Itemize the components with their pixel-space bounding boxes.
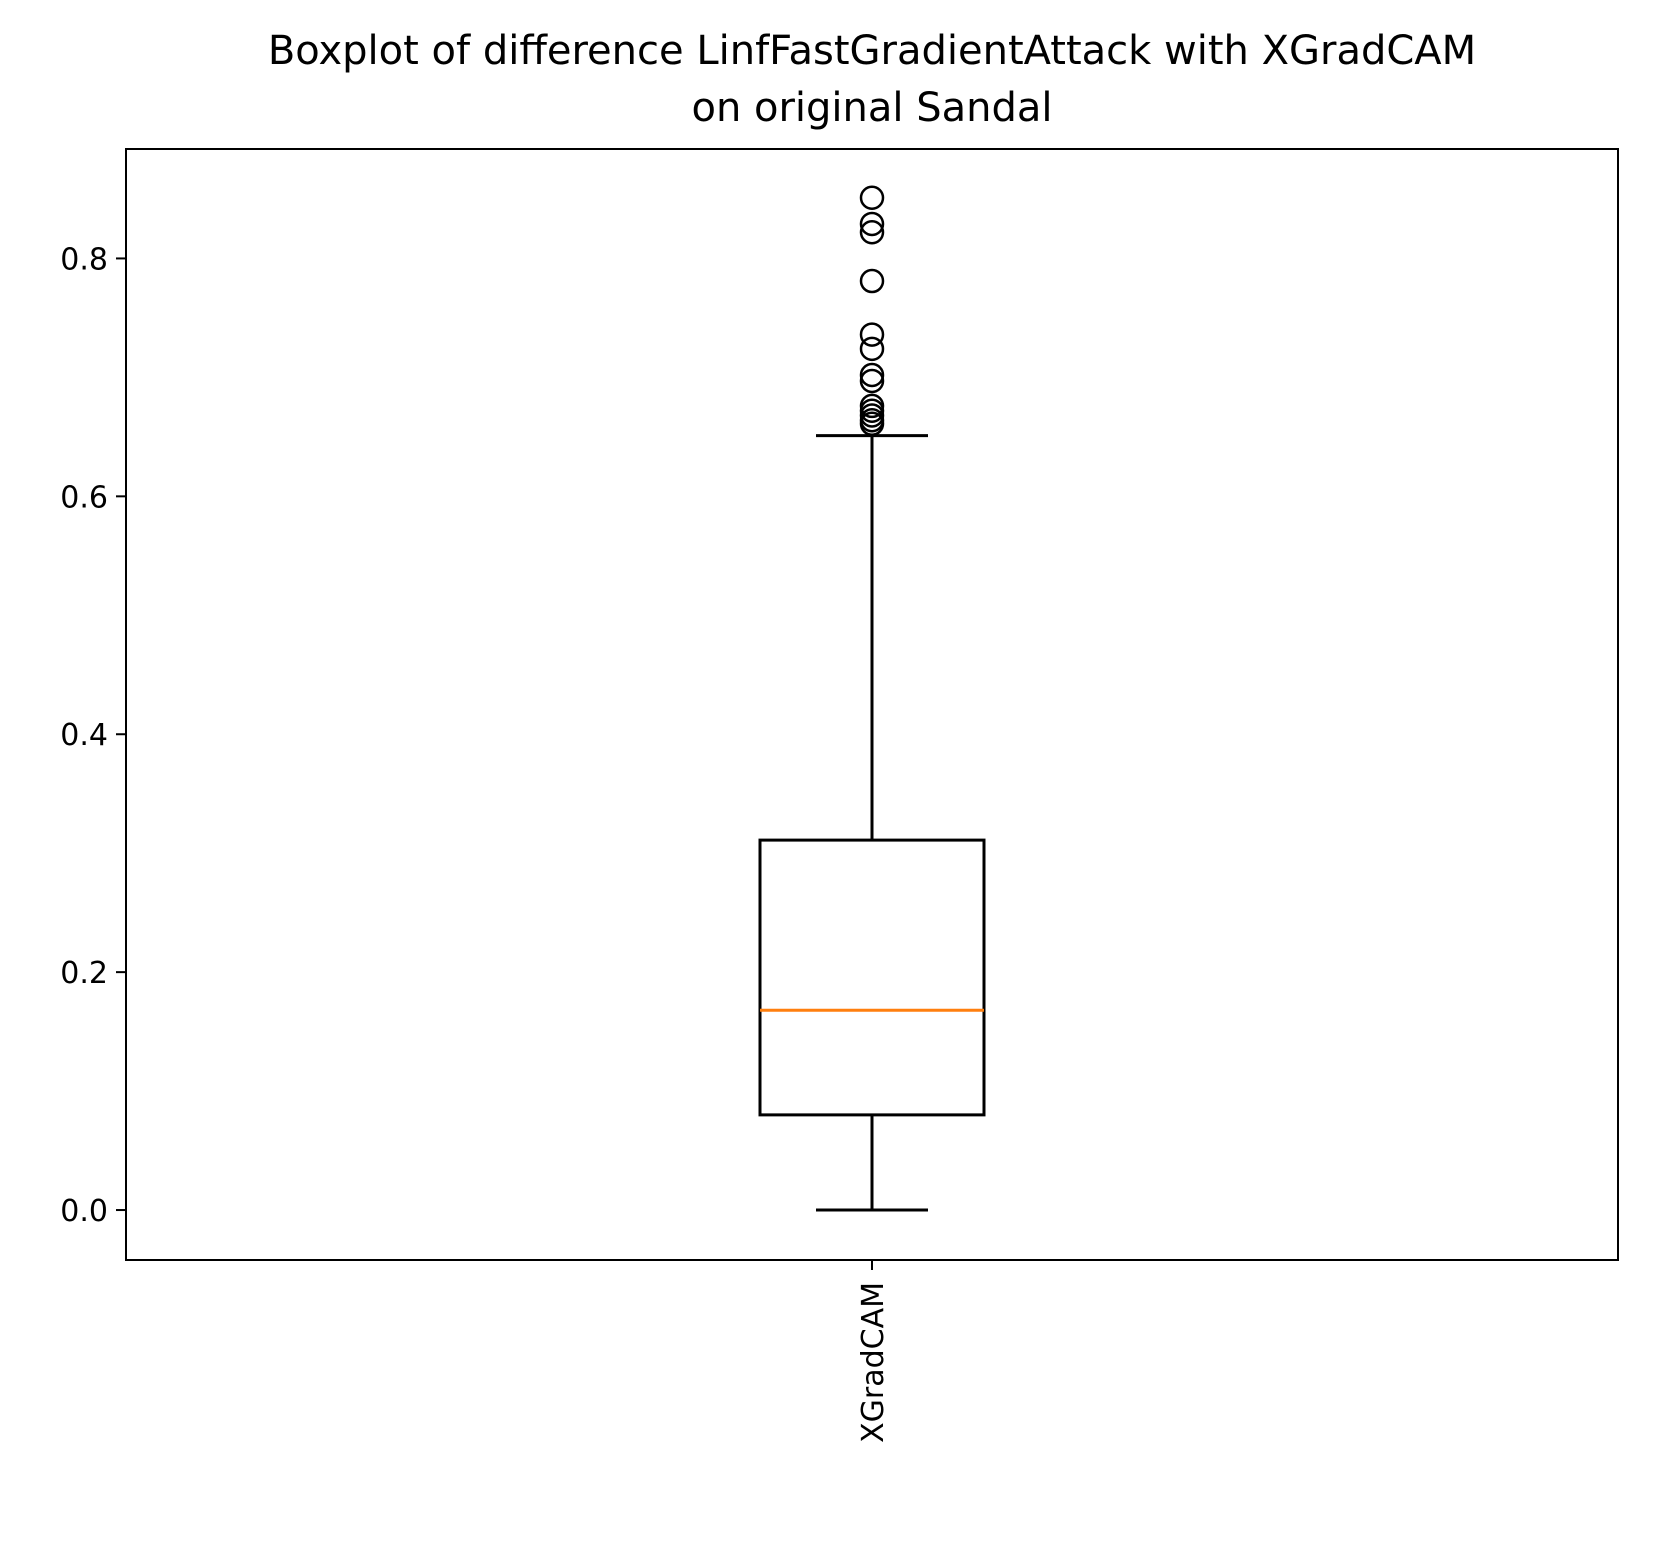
y-tick-label: 0.4	[60, 718, 108, 753]
chart-title-line-1: Boxplot of difference LinfFastGradientAt…	[268, 28, 1476, 74]
y-tick-label: 0.8	[60, 242, 108, 277]
outlier-point	[859, 268, 885, 294]
outlier-point	[859, 336, 885, 362]
outlier-point	[859, 185, 885, 211]
plot-area: 0.0 0.2 0.4 0.6 0.8 XGradCAM	[60, 148, 1619, 1443]
outlier-point	[859, 220, 885, 245]
axes-frame	[125, 148, 1619, 1261]
y-tick-label: 0.2	[60, 956, 108, 991]
box-iqr	[758, 838, 986, 1117]
outlier-point	[859, 211, 885, 237]
x-tick-label: XGradCAM	[856, 1282, 891, 1443]
y-tick-label: 0.6	[60, 480, 108, 515]
outlier-point	[859, 322, 885, 347]
outlier-point	[859, 393, 885, 419]
outlier-point	[859, 362, 885, 388]
outlier-point	[859, 368, 885, 394]
chart-title-line-2: on original Sandal	[691, 85, 1052, 131]
y-tick-label: 0.0	[60, 1194, 108, 1229]
